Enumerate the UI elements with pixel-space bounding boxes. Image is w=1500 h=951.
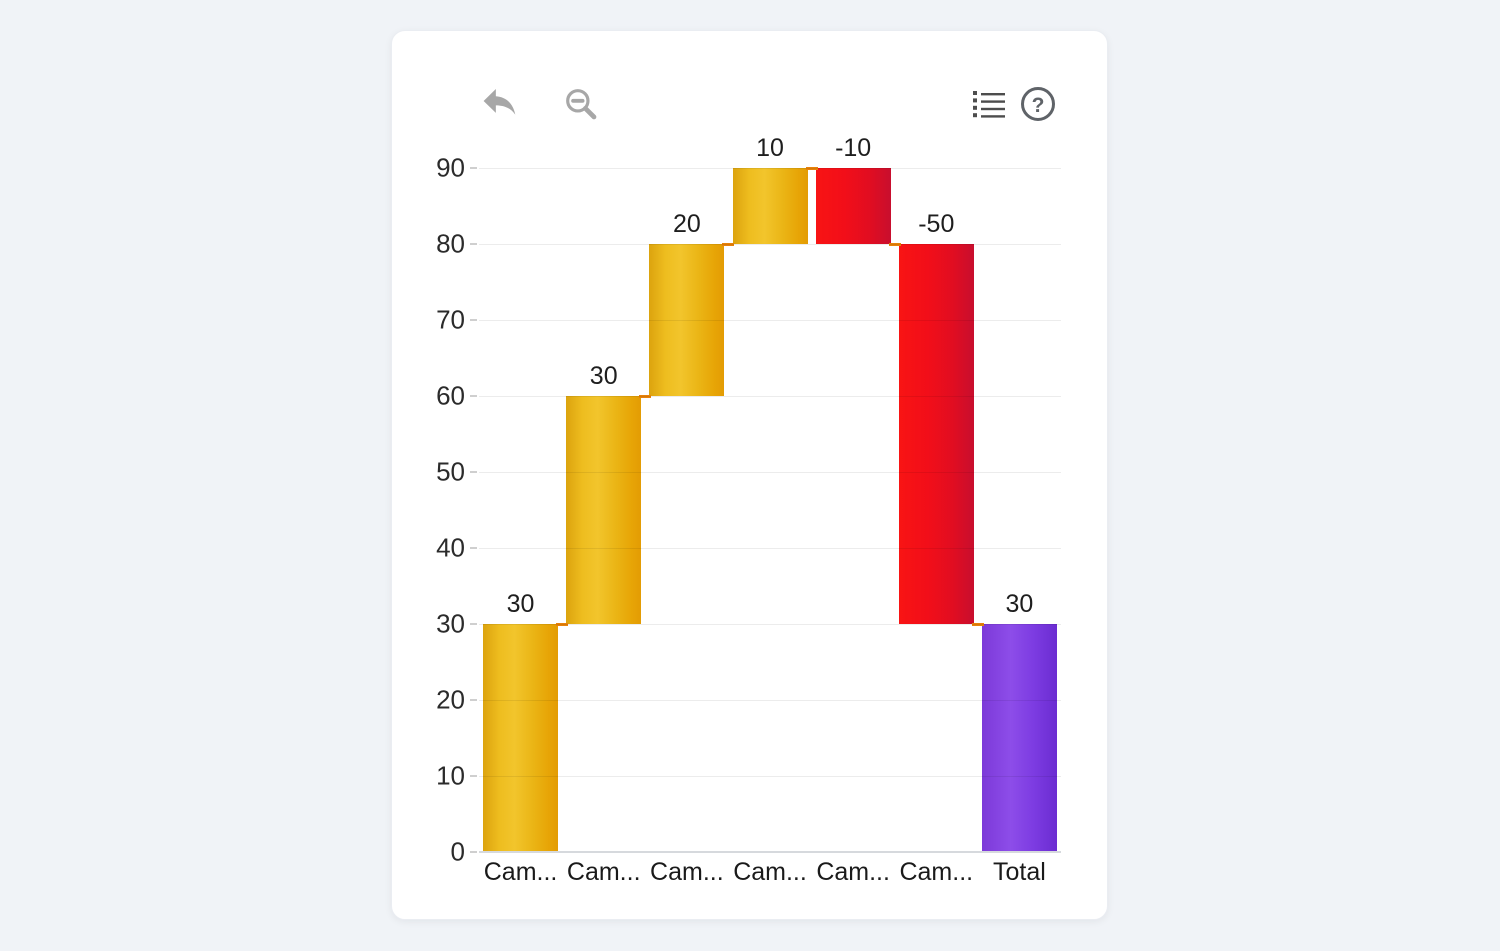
- undo-icon: [478, 89, 520, 126]
- y-axis-tick-label: 90: [436, 152, 465, 183]
- y-axis-tick: [470, 471, 477, 473]
- legend-list-button[interactable]: [972, 89, 1006, 119]
- x-axis-category-label: Total: [993, 858, 1046, 886]
- list-icon: [972, 91, 1006, 122]
- x-axis-category-label: Cam...: [733, 858, 807, 886]
- x-axis-line: [479, 851, 1061, 853]
- y-axis-tick: [470, 243, 477, 245]
- y-axis-tick: [470, 547, 477, 549]
- waterfall-bar[interactable]: [981, 624, 1057, 852]
- bar-value-label: 30: [506, 590, 535, 618]
- help-button[interactable]: ?: [1019, 85, 1057, 123]
- y-axis-tick: [470, 319, 477, 321]
- bar-value-label: 10: [756, 134, 784, 162]
- undo-button[interactable]: [478, 81, 520, 123]
- zoom-out-icon: [562, 89, 600, 126]
- waterfall-bar[interactable]: [815, 168, 891, 244]
- bar-value-label: -50: [918, 210, 955, 238]
- x-axis-category-label: Cam...: [566, 858, 641, 886]
- y-axis-tick-label: 40: [436, 532, 465, 563]
- y-axis-tick-label: 20: [436, 684, 465, 715]
- x-axis-category-label: Cam...: [650, 858, 724, 886]
- waterfall-bar[interactable]: [483, 624, 559, 852]
- bar-value-label: 20: [672, 210, 701, 238]
- waterfall-bar[interactable]: [566, 396, 642, 624]
- waterfall-bar[interactable]: [732, 168, 808, 244]
- x-axis-category-label: Cam...: [483, 858, 558, 886]
- bar-value-label: 30: [1005, 590, 1034, 618]
- waterfall-bar[interactable]: [898, 244, 974, 624]
- svg-text:?: ?: [1032, 94, 1045, 117]
- y-gridline: [479, 700, 1061, 701]
- y-axis-tick-label: 60: [436, 380, 465, 411]
- bar-value-label: -10: [835, 134, 872, 162]
- y-axis-tick-label: 30: [436, 608, 465, 639]
- plot-area: 30 Cam... 30 Cam... 20 Cam... 10 Cam... -10 Cam..…: [436, 134, 1061, 886]
- y-axis-tick: [470, 775, 477, 777]
- zoom-out-button[interactable]: [562, 85, 600, 123]
- y-axis-tick: [470, 851, 477, 853]
- y-gridline: [479, 776, 1061, 777]
- bar-value-label: 30: [589, 362, 618, 390]
- x-axis-category-label: Cam...: [816, 858, 890, 886]
- y-axis-tick-label: 80: [436, 228, 465, 259]
- y-axis-tick-label: 70: [436, 304, 465, 335]
- waterfall-bar[interactable]: [649, 244, 725, 396]
- y-axis-tick-label: 0: [450, 836, 465, 867]
- y-axis-tick: [470, 167, 477, 169]
- y-axis-tick: [470, 395, 477, 397]
- x-axis-category-label: Cam...: [899, 858, 974, 886]
- help-icon: ?: [1019, 87, 1057, 126]
- y-axis-tick: [470, 623, 477, 625]
- chart-card: ? 30 Cam... 30 Cam... 20 Cam... 10 Cam... -10 Cam…: [391, 30, 1108, 920]
- y-axis-tick-label: 10: [436, 760, 465, 791]
- y-axis-tick: [470, 699, 477, 701]
- y-axis-tick-label: 50: [436, 456, 465, 487]
- y-gridline: [479, 624, 1061, 625]
